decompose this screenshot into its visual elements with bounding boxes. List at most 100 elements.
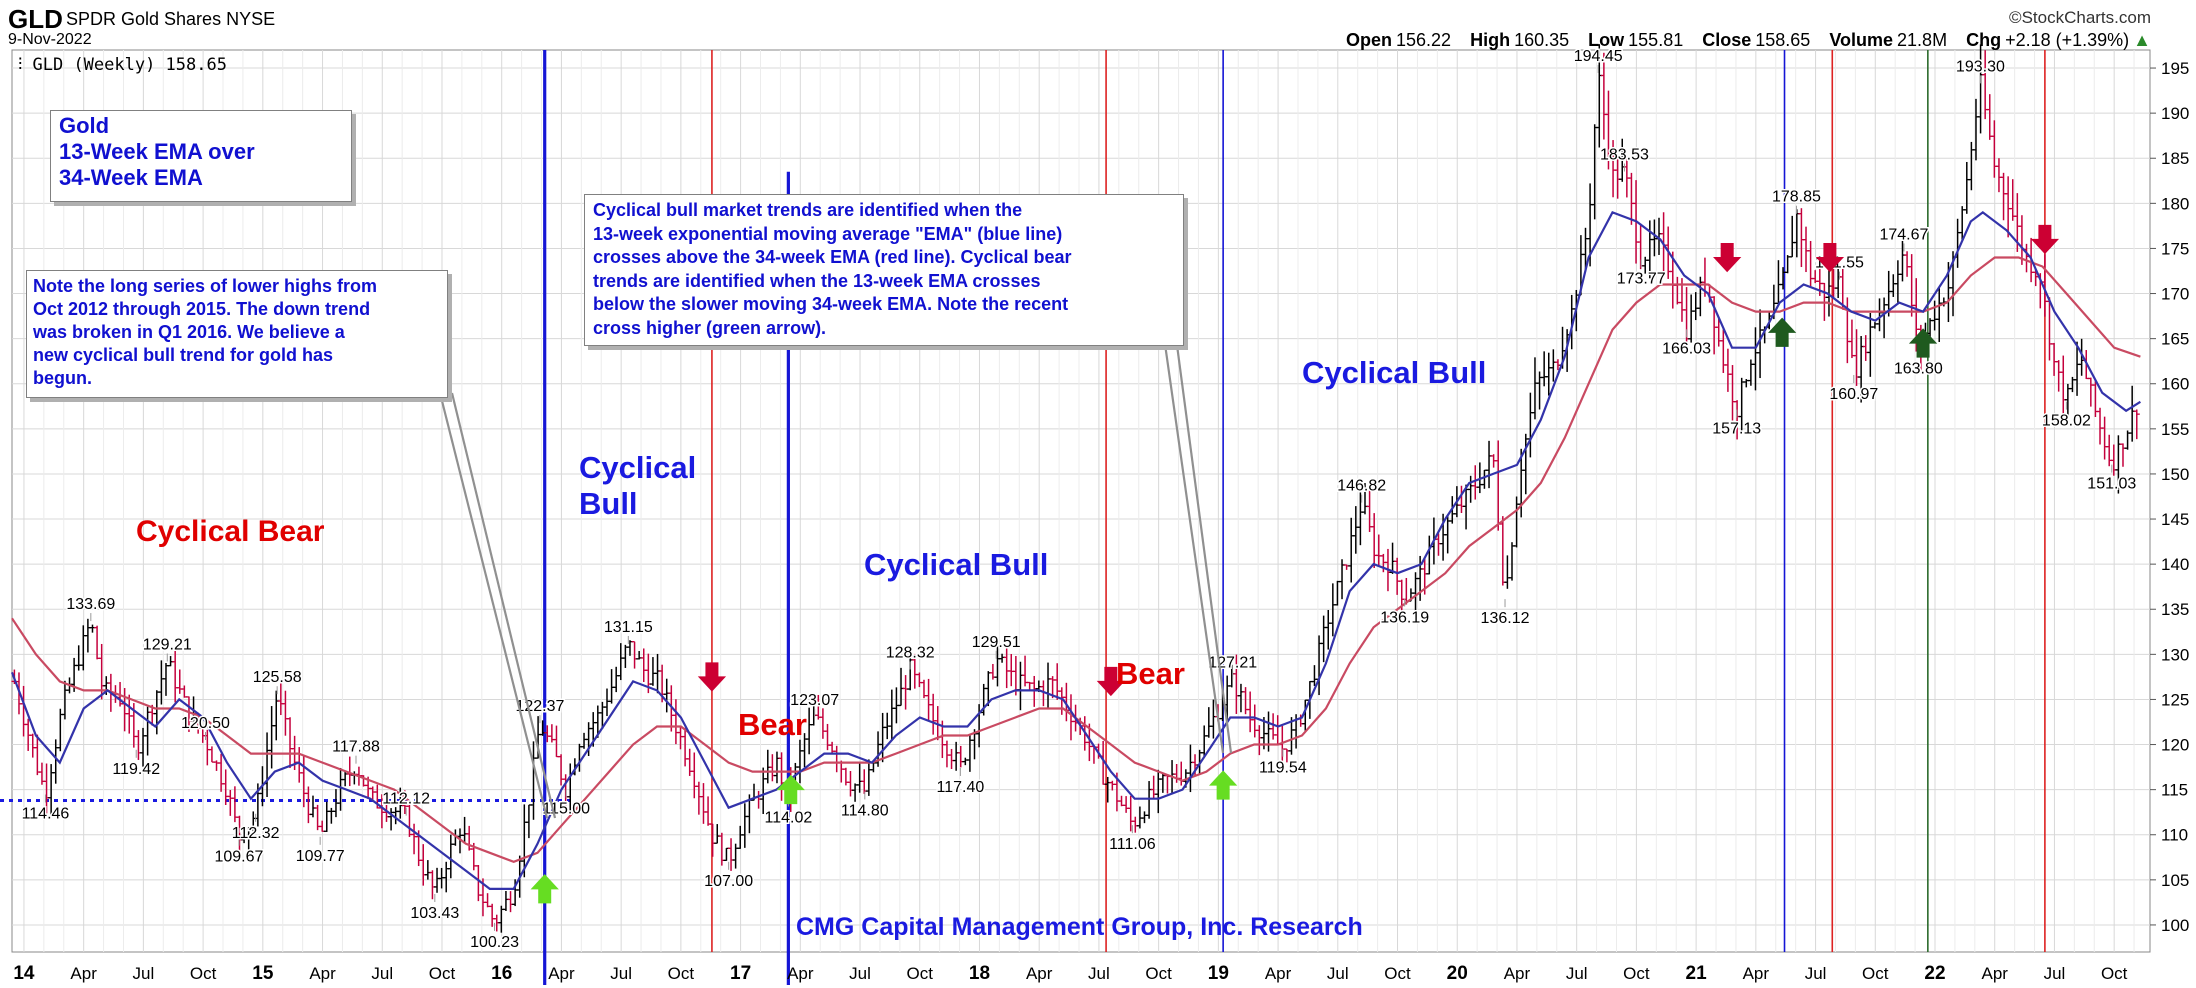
y-tick-label: 195 [2161, 59, 2189, 78]
price-label: 146.82 [1337, 478, 1386, 495]
callout-pointers [438, 329, 1233, 819]
price-label: 117.88 [332, 739, 380, 756]
x-tick-label: Jul [849, 964, 871, 983]
price-label: 120.50 [181, 715, 230, 732]
price-label: 173.77 [1617, 271, 1666, 288]
up-arrow-icon [530, 874, 559, 904]
x-tick-label: Jul [1566, 964, 1588, 983]
open-label: Open [1345, 30, 1392, 50]
x-tick-label: Jul [1088, 964, 1110, 983]
research-credit: CMG Capital Management Group, Inc. Resea… [796, 913, 1363, 941]
note-line: begun. [33, 368, 92, 388]
x-tick-label: Oct [429, 964, 456, 983]
x-tick-label: 18 [969, 963, 990, 984]
y-tick-label: 165 [2161, 330, 2189, 349]
low-label: Low [1588, 30, 1625, 50]
price-label: 127.21 [1208, 655, 1257, 672]
legend-line: 13-Week EMA over [59, 139, 255, 164]
explain-line: cross higher (green arrow). [593, 317, 827, 338]
bull-word: Bull [579, 486, 638, 521]
x-tick-label: 20 [1447, 963, 1468, 984]
explain-line: crosses above the 34-week EMA (red line)… [593, 247, 1072, 267]
down-arrow-icon [2030, 224, 2060, 255]
series-tag-text: GLD (Weekly) 158.65 [32, 55, 227, 75]
high-value: 160.35 [1514, 30, 1570, 50]
price-label: 114.46 [22, 806, 70, 823]
price-label: 103.43 [410, 905, 459, 922]
y-tick-label: 135 [2161, 600, 2189, 619]
x-tick-label: Oct [1384, 964, 1411, 983]
y-tick-label: 100 [2161, 916, 2189, 935]
price-label: 133.69 [66, 596, 115, 613]
brand-label: ©StockCharts.com [2009, 8, 2151, 27]
down-arrow-icon [697, 662, 727, 692]
x-tick-label: Apr [1504, 964, 1531, 983]
price-label: 112.32 [232, 825, 280, 842]
x-tick-label: 16 [491, 963, 512, 984]
x-tick-label: Apr [309, 964, 336, 983]
price-label: 111.06 [1109, 836, 1156, 853]
bear-label-1: Bear [738, 707, 807, 742]
bear-label-2: Bear [1116, 656, 1185, 691]
x-tick-label: Apr [1743, 964, 1770, 983]
price-label: 163.80 [1894, 360, 1943, 377]
x-tick-label: 14 [13, 963, 35, 984]
ohlc-summary: Open 156.22 High 160.35 Low 155.81 Close 158… [1346, 30, 2151, 51]
y-tick-label: 160 [2161, 375, 2189, 394]
close-value: 158.65 [1755, 30, 1811, 50]
price-label: 183.53 [1600, 146, 1649, 163]
x-axis: 14 Apr Jul Oct 15 Apr Jul Oct 16 Apr Jul Oct 17 Apr Ju… [13, 963, 2127, 984]
ema13-line [10, 211, 2141, 890]
cyclical-bull-label-2: Cyclical Bull [864, 547, 1049, 582]
x-tick-label: 15 [252, 963, 274, 984]
open-value: 156.22 [1396, 30, 1452, 50]
price-label: 194.45 [1574, 48, 1623, 65]
security-full-name: SPDR Gold Shares [66, 9, 222, 29]
y-tick-label: 125 [2161, 690, 2189, 709]
x-tick-label: 17 [730, 963, 751, 984]
cyclical-bear-label: Cyclical Bear [136, 515, 325, 548]
price-label: 136.12 [1481, 610, 1530, 627]
x-tick-label: Oct [907, 964, 934, 983]
price-label: 125.58 [253, 669, 302, 686]
price-label: 100.23 [470, 934, 519, 951]
x-tick-label: Apr [787, 964, 814, 983]
x-tick-label: 19 [1208, 963, 1229, 984]
up-arrow-icon [1908, 328, 1938, 358]
signal-arrows [530, 224, 2060, 904]
price-label: 114.02 [764, 809, 812, 826]
legend-line: Gold [59, 113, 110, 138]
x-tick-label: Apr [1026, 964, 1053, 983]
close-label: Close [1702, 30, 1752, 50]
price-label: 178.85 [1772, 189, 1821, 206]
x-tick-label: Oct [1145, 964, 1172, 983]
explain-line: trends are identified when the 13-week E… [593, 270, 1041, 291]
price-label: 114.80 [841, 802, 889, 819]
note-line: Oct 2012 through 2015. The down trend [33, 299, 371, 319]
volume-value: 21.8M [1897, 30, 1948, 50]
price-label: 109.67 [214, 849, 263, 866]
price-label: 129.51 [972, 634, 1021, 651]
y-tick-label: 170 [2161, 285, 2189, 304]
x-tick-label: 22 [1924, 963, 1945, 984]
note-line: Note the long series of lower highs from [33, 276, 378, 296]
x-tick-label: Oct [2101, 964, 2128, 983]
ticker-symbol: GLD [8, 4, 63, 34]
x-tick-label: Oct [668, 964, 695, 983]
up-arrow-icon [1208, 770, 1238, 800]
price-label: 107.00 [704, 873, 753, 890]
cyclical-bull-word: Cyclical [579, 450, 697, 485]
price-label: 112.12 [382, 791, 430, 808]
x-tick-label: Oct [1862, 964, 1889, 983]
price-label: 122.37 [515, 698, 564, 715]
price-label: 174.67 [1879, 226, 1928, 243]
up-arrow-icon [776, 774, 805, 805]
price-label: 115.00 [542, 801, 590, 818]
price-label: 151.03 [2087, 476, 2136, 493]
y-tick-label: 150 [2161, 465, 2189, 484]
y-tick-label: 115 [2161, 781, 2188, 800]
y-tick-label: 145 [2161, 510, 2189, 529]
y-tick-label: 130 [2161, 645, 2189, 664]
note-line: new cyclical bull trend for gold has [33, 345, 334, 365]
change-label: Chg [1966, 30, 2002, 50]
